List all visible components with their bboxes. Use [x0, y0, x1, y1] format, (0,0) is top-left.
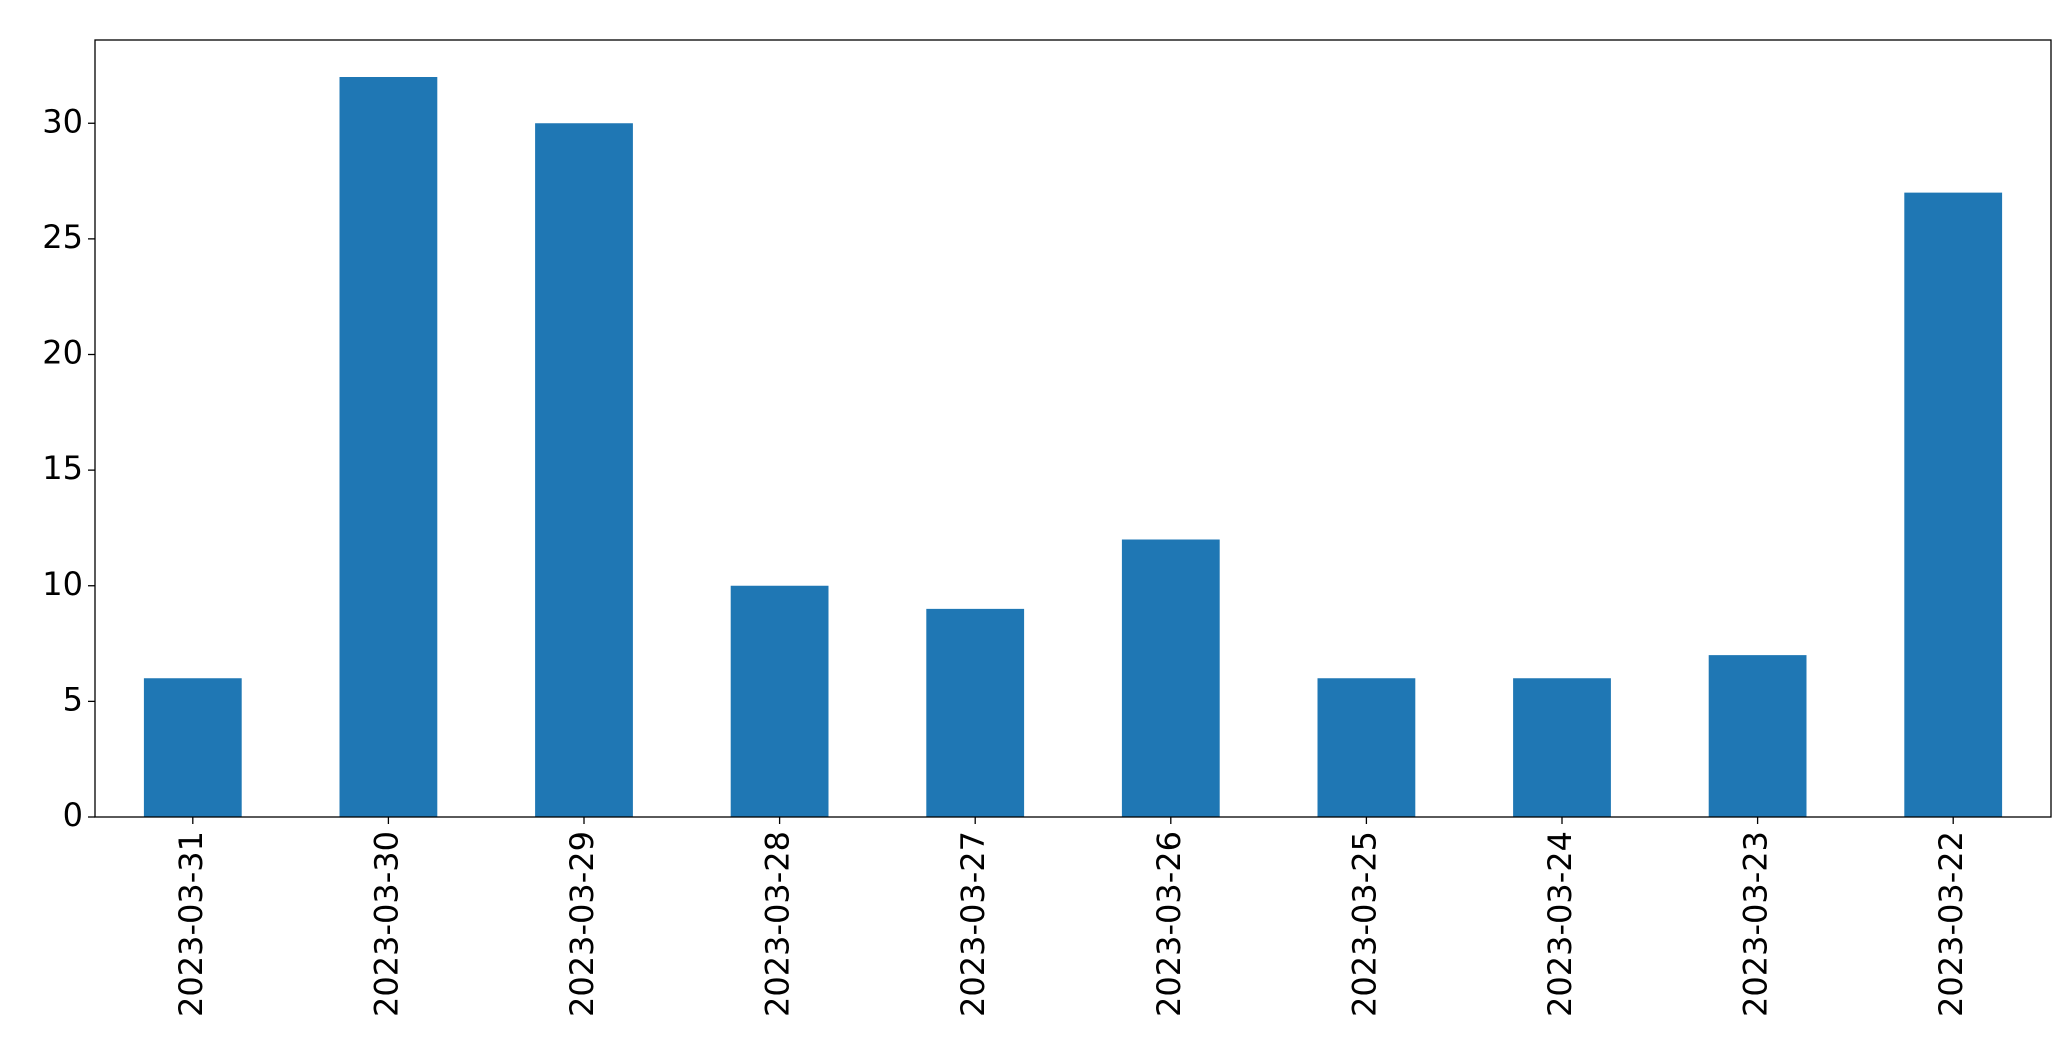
bar	[143, 678, 242, 817]
plot-frame	[94, 39, 2052, 818]
y-tick-label: 10	[42, 565, 83, 603]
bar	[1513, 678, 1611, 817]
x-tick-label: 2023-03-23	[1737, 831, 1775, 1017]
bar	[1904, 192, 2003, 817]
y-tick-label: 30	[42, 102, 83, 140]
bar	[339, 77, 438, 817]
y-tick-label: 15	[42, 449, 83, 487]
bar	[535, 123, 633, 817]
bar	[730, 585, 829, 817]
y-tick-label: 0	[63, 796, 83, 834]
y-tick-label: 5	[63, 680, 83, 718]
x-tick-label: 2023-03-28	[759, 831, 797, 1017]
x-tick-label: 2023-03-29	[563, 831, 601, 1017]
x-tick-label: 2023-03-26	[1150, 831, 1188, 1017]
x-tick-label: 2023-03-27	[954, 831, 992, 1017]
x-tick-label: 2023-03-22	[1932, 831, 1970, 1017]
x-tick-label: 2023-03-24	[1541, 831, 1579, 1017]
y-tick-label: 25	[42, 218, 83, 256]
x-tick-label: 2023-03-30	[367, 831, 405, 1017]
bar	[926, 608, 1025, 817]
x-tick-label: 2023-03-25	[1345, 831, 1383, 1017]
bar	[1708, 655, 1807, 817]
bar	[1121, 539, 1220, 817]
y-tick-label: 20	[42, 334, 83, 372]
x-tick-label: 2023-03-31	[172, 831, 210, 1017]
bar	[1317, 678, 1416, 817]
